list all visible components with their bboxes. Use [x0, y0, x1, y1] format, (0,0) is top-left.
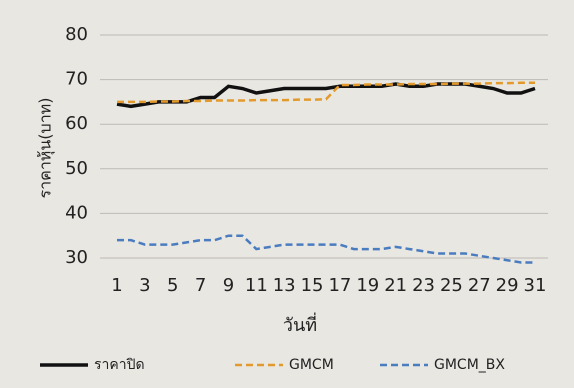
- x-tick-label: 23: [412, 275, 435, 296]
- y-tick-label: 60: [65, 113, 88, 134]
- x-tick-label: 3: [139, 275, 150, 296]
- x-tick-label: 7: [195, 275, 206, 296]
- legend-label: ราคาปิด: [94, 357, 145, 373]
- y-axis-label: ราคาหุ้น(บาท): [36, 98, 56, 199]
- x-tick-label: 21: [384, 275, 407, 296]
- x-tick-label: 25: [440, 275, 463, 296]
- y-tick-label: 80: [65, 24, 88, 45]
- x-tick-label: 19: [356, 275, 379, 296]
- y-tick-label: 70: [65, 69, 88, 90]
- x-tick-label: 1: [111, 275, 122, 296]
- x-tick-label: 5: [167, 275, 178, 296]
- x-tick-label: 9: [223, 275, 234, 296]
- x-tick-label: 27: [468, 275, 491, 296]
- x-tick-label: 17: [328, 275, 351, 296]
- x-tick-label: 11: [245, 275, 268, 296]
- x-tick-label: 29: [496, 275, 519, 296]
- x-tick-label: 15: [301, 275, 324, 296]
- x-tick-label: 13: [273, 275, 296, 296]
- series-line: [117, 234, 535, 264]
- y-tick-label: 50: [65, 158, 88, 179]
- y-tick-label: 40: [65, 202, 88, 223]
- legend-label: GMCM_BX: [434, 357, 505, 373]
- series-line: [117, 81, 535, 104]
- legend-label: GMCM: [289, 357, 334, 373]
- x-axis-label: วันที่: [283, 312, 317, 336]
- y-tick-label: 30: [65, 247, 88, 268]
- x-tick-label: 31: [524, 275, 547, 296]
